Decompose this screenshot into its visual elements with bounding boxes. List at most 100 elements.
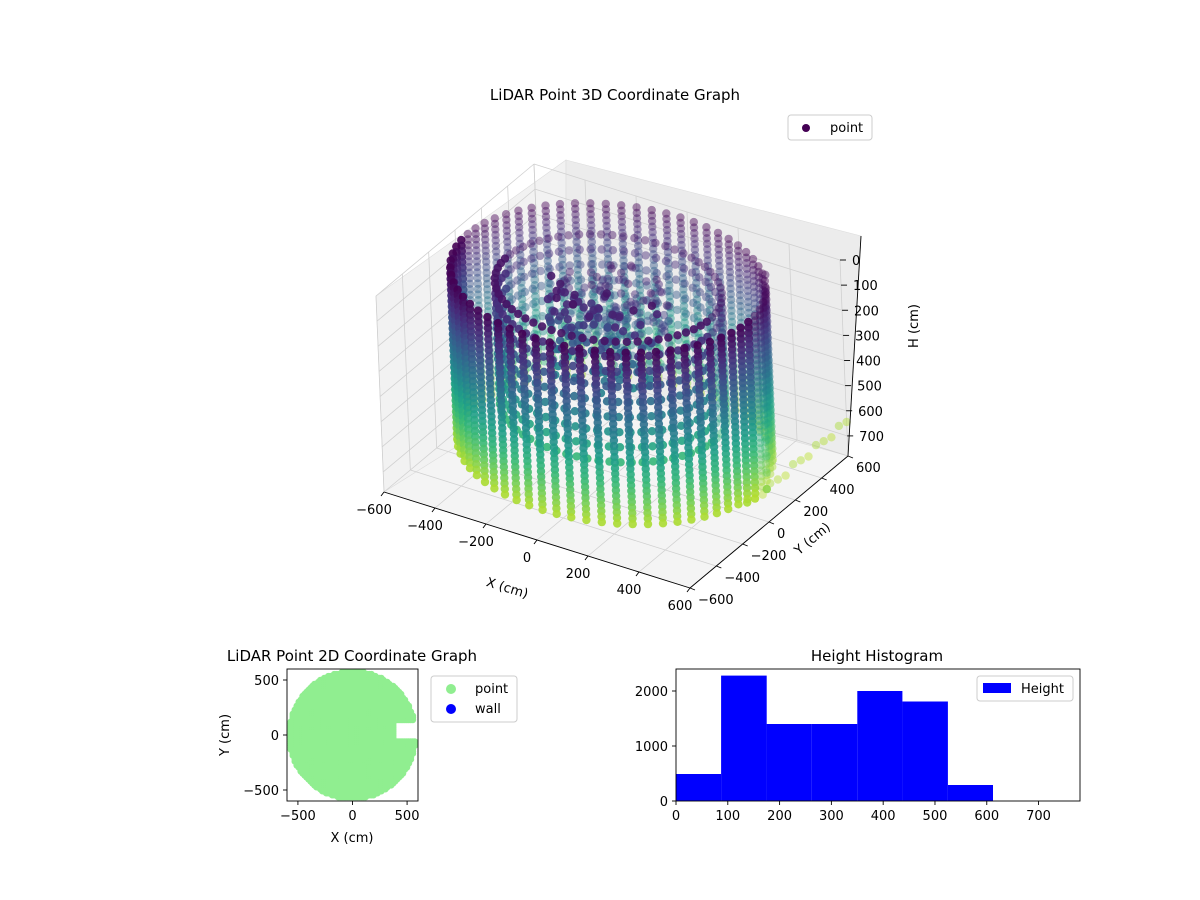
lidar-point-3d — [528, 231, 537, 240]
lidar-point-3d — [760, 416, 769, 426]
lidar-point-3d — [529, 247, 538, 257]
lidar-point-3d — [763, 402, 772, 411]
lidar-point-3d — [673, 331, 682, 340]
lidar-point-3d — [753, 382, 763, 391]
lidar-point-3d — [762, 313, 771, 322]
lidar-point-3d — [764, 429, 774, 439]
lidar-point-3d — [767, 448, 776, 457]
lidar-point-3d — [582, 515, 591, 525]
lidar-point-3d — [716, 300, 726, 309]
lidar-point-3d — [752, 350, 761, 359]
lidar-point-3d — [716, 295, 725, 304]
lidar-point-3d — [517, 289, 526, 298]
lidar-point-3d — [764, 431, 773, 440]
lidar-point-3d — [762, 471, 771, 480]
lidar-point-3d — [608, 310, 617, 319]
lidar-point-3d — [767, 442, 776, 451]
lidar-point-3d — [765, 383, 775, 392]
lidar-point-3d — [715, 267, 724, 276]
lidar-point-3d — [725, 251, 734, 260]
lidar-point-3d — [763, 348, 772, 357]
lidar-point-3d — [649, 457, 658, 466]
lidar-point-3d — [666, 319, 675, 329]
lidar-point-3d — [703, 261, 713, 271]
lidar-point-3d — [618, 245, 628, 254]
lidar-point-3d — [602, 216, 611, 225]
lidar-point-3d — [734, 246, 743, 256]
lidar-point-3d — [502, 221, 511, 230]
lidar-point-3d — [703, 245, 712, 254]
lidar-point-3d — [648, 222, 657, 231]
lidar-point-3d — [636, 291, 645, 300]
lidar-point-3d — [711, 308, 721, 318]
lidar-point-3d — [646, 396, 655, 406]
lidar-point-3d — [763, 328, 772, 337]
lidar-point-3d — [760, 426, 769, 436]
lidar-point-3d — [757, 339, 766, 348]
lidar-point-3d — [717, 322, 726, 332]
lidar-point-3d — [472, 240, 481, 250]
lidar-point-3d — [742, 253, 751, 262]
lidar-point-3d — [482, 279, 492, 289]
lidar-point-3d — [757, 349, 766, 358]
lidar-point-3d — [473, 279, 482, 288]
lidar-point-3d — [756, 332, 765, 342]
lidar-point-3d — [716, 283, 725, 292]
lidar-point-3d — [716, 299, 726, 308]
lidar-point-3d — [471, 235, 481, 244]
lidar-point-3d — [712, 318, 721, 327]
lidar-point-3d — [572, 232, 581, 241]
lidar-point-3d — [755, 420, 764, 430]
grid-line-left-z — [375, 163, 535, 297]
lidar-point-3d — [482, 263, 491, 272]
lidar-point-3d — [765, 440, 774, 450]
lidar-point-3d — [750, 299, 759, 308]
lidar-point-3d — [756, 328, 766, 337]
lidar-point-3d — [472, 251, 481, 261]
lidar-point-3d — [654, 329, 664, 338]
lidar-point-3d — [576, 260, 585, 269]
lidar-point-3d — [649, 244, 658, 253]
lidar-point-3d — [558, 255, 567, 264]
chart-3d-title: LiDAR Point 3D Coordinate Graph — [490, 86, 740, 104]
lidar-point-3d — [765, 389, 775, 398]
lidar-point-3d — [735, 279, 744, 289]
lidar-point-3d — [614, 275, 624, 285]
lidar-point-3d — [634, 241, 643, 251]
lidar-point-3d — [598, 260, 607, 269]
lidar-point-3d — [764, 420, 773, 429]
lidar-point-3d — [743, 498, 752, 507]
lidar-point-3d — [708, 328, 718, 337]
lidar-point-3d — [517, 283, 526, 293]
lidar-point-3d — [767, 451, 776, 460]
lidar-point-3d — [759, 400, 769, 409]
lidar-point-3d — [767, 435, 776, 444]
lidar-point-3d — [704, 267, 713, 276]
lidar-point-3d — [630, 233, 639, 243]
lidar-point-3d — [714, 256, 724, 265]
lidar-point-3d — [529, 299, 538, 309]
lidar-point-3d — [679, 285, 688, 294]
lidar-point-3d — [755, 422, 764, 431]
lidar-point-3d — [766, 426, 776, 435]
lidar-point-3d — [712, 323, 721, 333]
lidar-point-3d — [596, 230, 606, 239]
lidar-point-3d — [654, 335, 663, 344]
lidar-point-3d — [766, 424, 775, 433]
lidar-point-3d — [491, 225, 500, 234]
point-cloud-3d — [446, 199, 851, 529]
lidar-point-3d — [514, 217, 524, 226]
y-tick-label-3d: −200 — [751, 549, 787, 564]
lidar-point-3d — [619, 250, 628, 260]
lidar-point-3d — [752, 337, 761, 347]
lidar-point-3d — [515, 239, 524, 248]
lidar-point-3d — [570, 407, 579, 416]
lidar-point-3d — [796, 456, 805, 465]
y-tick-label-3d: −400 — [724, 571, 760, 586]
lidar-point-3d — [756, 327, 765, 336]
lidar-point-3d — [763, 391, 772, 400]
lidar-point-3d — [718, 308, 727, 318]
lidar-point-3d — [610, 291, 619, 300]
lidar-point-3d — [702, 228, 711, 237]
lidar-point-3d — [766, 469, 775, 479]
